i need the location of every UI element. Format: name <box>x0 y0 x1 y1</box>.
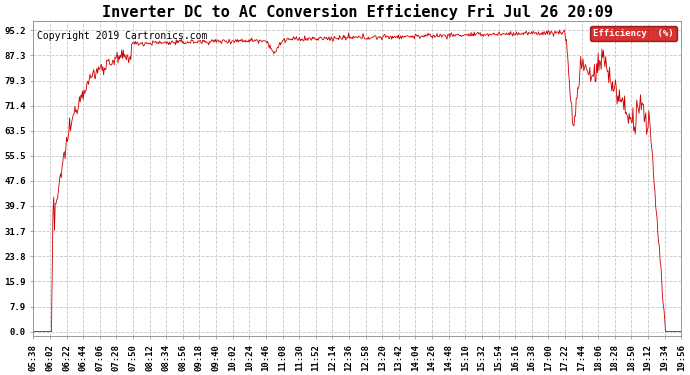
Text: Copyright 2019 Cartronics.com: Copyright 2019 Cartronics.com <box>37 31 207 41</box>
Legend: Efficiency  (%): Efficiency (%) <box>590 26 677 41</box>
Title: Inverter DC to AC Conversion Efficiency Fri Jul 26 20:09: Inverter DC to AC Conversion Efficiency … <box>102 4 613 20</box>
